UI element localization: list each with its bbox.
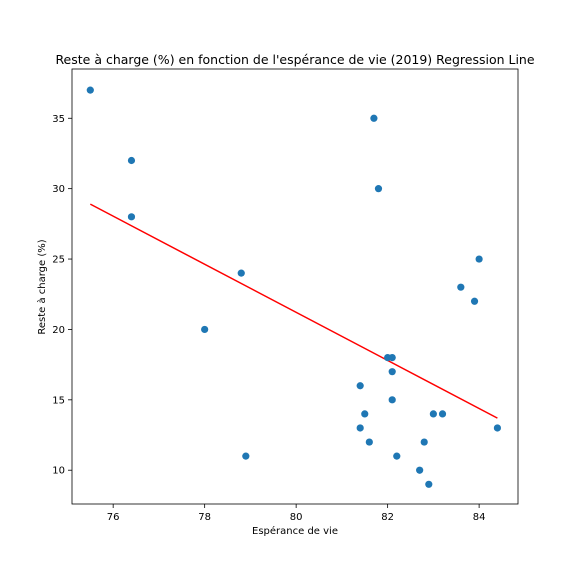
y-tick-label: 15 (52, 395, 65, 406)
data-point (86, 86, 94, 94)
data-point (393, 452, 401, 460)
data-point (356, 424, 364, 432)
data-point (356, 382, 364, 390)
data-point (127, 213, 136, 221)
y-axis-ticks: 10 15 20 25 30 35 (52, 114, 72, 477)
y-tick-label: 20 (52, 325, 65, 336)
y-tick-label: 10 (52, 466, 65, 477)
data-point (420, 438, 428, 446)
data-point (201, 325, 209, 334)
x-tick-label: 84 (473, 512, 486, 523)
data-point (365, 438, 373, 446)
data-point (493, 424, 502, 432)
data-point (470, 297, 479, 305)
data-point (438, 410, 447, 418)
data-point (475, 255, 483, 263)
axes-frame (71, 68, 519, 505)
y-tick-label: 30 (52, 184, 65, 195)
y-axis-label: Reste à charge (%) (36, 239, 48, 334)
x-tick-label: 82 (381, 512, 394, 523)
data-point (429, 410, 437, 418)
chart-title: Reste à charge (%) en fonction de l'espé… (55, 52, 534, 67)
data-point (416, 466, 424, 474)
data-point (374, 185, 383, 193)
data-point (127, 156, 136, 165)
data-point (388, 368, 396, 376)
y-tick-label: 35 (52, 114, 65, 125)
data-points (86, 86, 502, 488)
regression-line (89, 203, 498, 419)
data-point (242, 452, 250, 460)
data-point (388, 396, 396, 404)
x-tick-label: 80 (290, 512, 303, 523)
data-point (457, 283, 465, 291)
data-point (237, 269, 245, 277)
data-point (370, 114, 378, 122)
data-point (425, 480, 433, 488)
x-tick-label: 76 (107, 512, 120, 523)
data-point (388, 353, 396, 362)
data-point (361, 410, 369, 418)
y-tick-label: 25 (52, 255, 65, 266)
x-axis-ticks: 76 78 80 82 84 (107, 504, 486, 523)
x-axis-label: Espérance de vie (252, 525, 338, 537)
x-tick-label: 78 (198, 512, 211, 523)
